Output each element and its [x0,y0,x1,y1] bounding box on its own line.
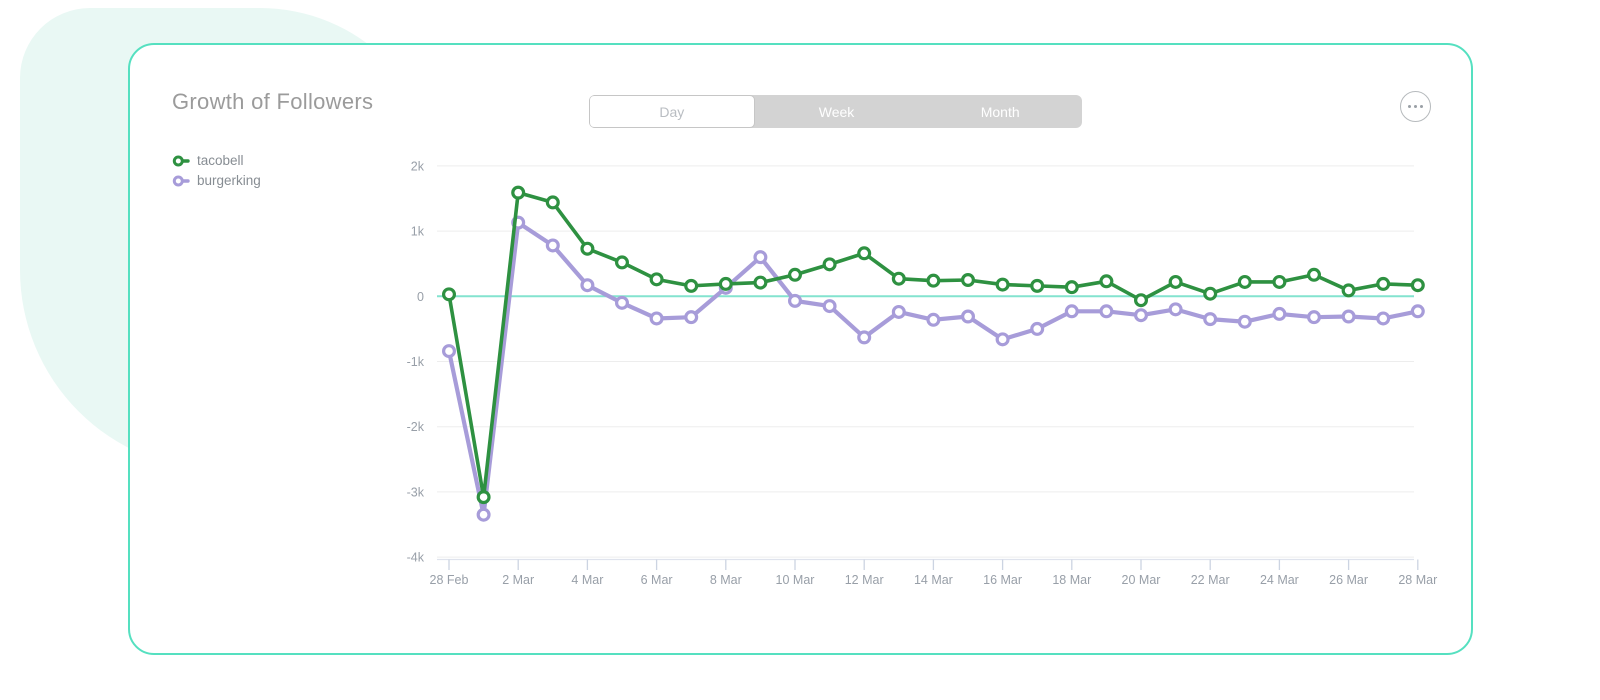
legend-item-burgerking[interactable]: burgerking [172,173,261,188]
line-marker-icon [172,155,190,166]
legend-item-tacobell[interactable]: tacobell [172,153,261,168]
svg-text:-3k: -3k [407,485,425,499]
svg-text:4 Mar: 4 Mar [571,573,603,587]
tab-week[interactable]: Week [755,95,919,128]
time-range-tabs: Day Week Month [589,95,1082,128]
svg-text:20 Mar: 20 Mar [1122,573,1161,587]
chart-canvas: 2k 1k 0 -1k -2k -3k -4k 28 Feb 2 Mar 4 Mar 6 Mar 8 … [407,159,1438,587]
svg-text:24 Mar: 24 Mar [1260,573,1299,587]
svg-text:8 Mar: 8 Mar [710,573,742,587]
svg-text:6 Mar: 6 Mar [641,573,673,587]
svg-text:22 Mar: 22 Mar [1191,573,1230,587]
svg-text:-4k: -4k [407,551,425,565]
more-options-button[interactable] [1400,91,1431,122]
page-title: Growth of Followers [172,89,374,114]
legend-label: tacobell [197,153,244,168]
chart-legend: tacobell burgerking [172,153,261,188]
svg-text:14 Mar: 14 Mar [914,573,953,587]
svg-text:18 Mar: 18 Mar [1052,573,1091,587]
ellipsis-icon [1407,104,1412,109]
svg-text:1k: 1k [411,225,425,239]
tab-day[interactable]: Day [589,95,755,128]
svg-text:28 Mar: 28 Mar [1398,573,1437,587]
followers-line-chart: 2k 1k 0 -1k -2k -3k -4k 28 Feb 2 Mar 4 Mar 6 Mar 8 … [402,142,1452,602]
svg-text:-1k: -1k [407,355,425,369]
svg-text:-2k: -2k [407,420,425,434]
legend-label: burgerking [197,173,261,188]
svg-text:12 Mar: 12 Mar [845,573,884,587]
growth-of-followers-card: Growth of Followers Day Week Month tacob… [128,43,1473,655]
svg-text:16 Mar: 16 Mar [983,573,1022,587]
svg-text:26 Mar: 26 Mar [1329,573,1368,587]
svg-text:10 Mar: 10 Mar [776,573,815,587]
svg-text:2k: 2k [411,159,425,173]
tab-month[interactable]: Month [918,95,1082,128]
line-marker-icon [172,175,190,186]
svg-text:28 Feb: 28 Feb [430,573,469,587]
svg-text:0: 0 [417,290,424,304]
svg-text:2 Mar: 2 Mar [502,573,534,587]
